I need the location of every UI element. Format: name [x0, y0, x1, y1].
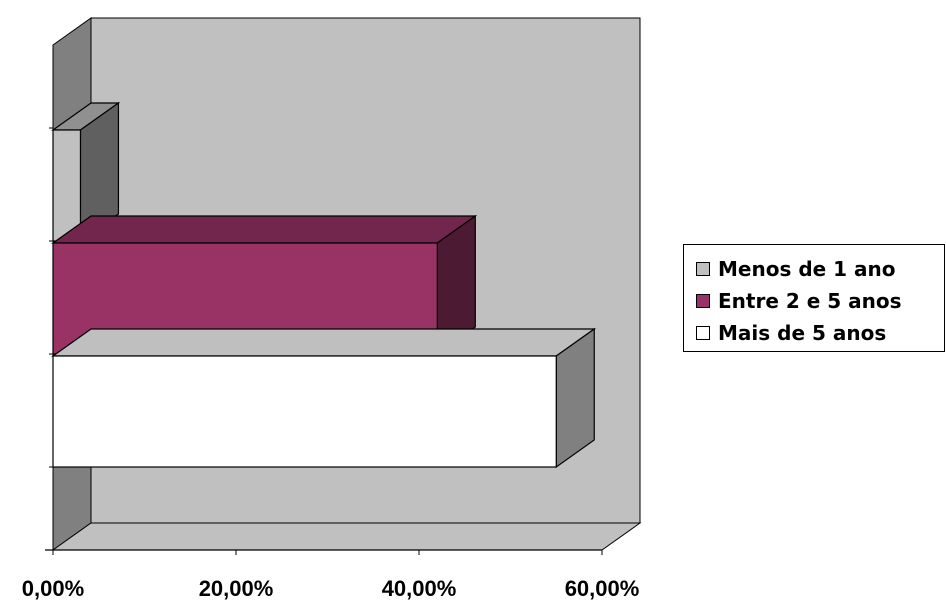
floor [51, 522, 642, 551]
bar-mais-de-5-anos [52, 355, 557, 468]
x-tick-label: 40,00% [382, 576, 457, 601]
bar-top-entre-2-e-5-anos [51, 215, 478, 244]
legend-item-entre-2-e-5-anos: Entre 2 e 5 anos [696, 286, 902, 316]
legend: Menos de 1 ano Entre 2 e 5 anos Mais de … [683, 244, 945, 352]
legend-swatch-mais-de-5-anos [696, 326, 710, 340]
legend-label-mais-de-5-anos: Mais de 5 anos [718, 321, 887, 345]
legend-swatch-entre-2-e-5-anos [696, 294, 710, 308]
legend-item-menos-de-1-ano: Menos de 1 ano [696, 254, 896, 284]
x-tick-label: 0,00% [22, 576, 84, 601]
bars [51, 101, 597, 469]
x-tick-label: 20,00% [199, 576, 274, 601]
legend-label-menos-de-1-ano: Menos de 1 ano [718, 257, 896, 281]
bar-top-mais-de-5-anos [51, 328, 597, 357]
legend-label-entre-2-e-5-anos: Entre 2 e 5 anos [718, 289, 902, 313]
x-tick-label: 60,00% [565, 576, 640, 601]
legend-item-mais-de-5-anos: Mais de 5 anos [696, 318, 886, 348]
legend-swatch-menos-de-1-ano [696, 262, 710, 276]
x-axis: 0,00% 20,00% 40,00% 60,00% [22, 127, 640, 601]
bar-menos-de-1-ano [52, 129, 82, 242]
